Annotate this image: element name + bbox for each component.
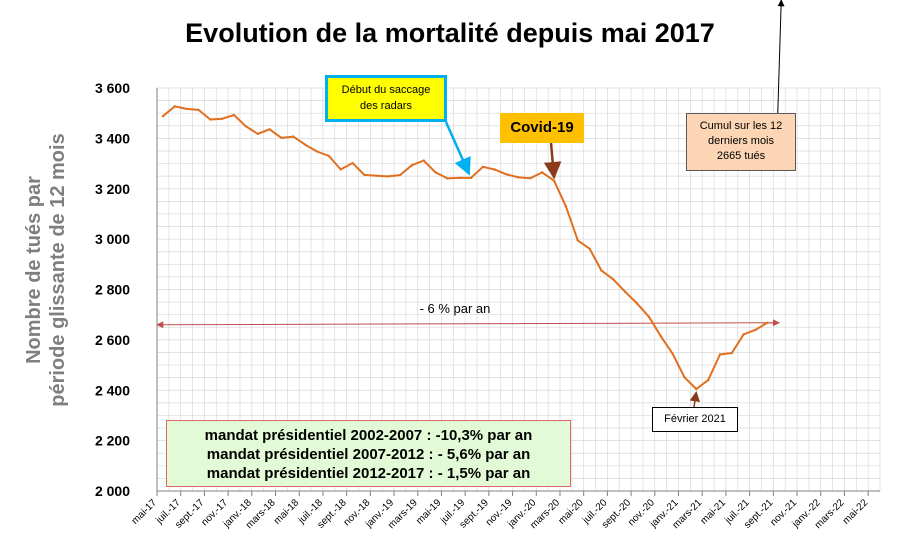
data-point	[244, 125, 248, 128]
x-tick-label: mai-20	[556, 497, 586, 527]
x-tick-label: mai-17	[130, 497, 160, 527]
data-point	[197, 108, 200, 112]
data-point	[552, 179, 556, 182]
data-point	[446, 177, 449, 180]
data-point	[173, 105, 176, 108]
data-point	[671, 352, 674, 355]
data-point	[327, 154, 331, 158]
data-point	[339, 168, 342, 171]
data-point	[469, 176, 473, 180]
y-tick-label: 2 800	[95, 282, 130, 298]
data-point	[434, 171, 437, 174]
data-point	[422, 159, 425, 162]
chart-title: Evolution de la mortalité depuis mai 201…	[185, 18, 715, 48]
data-point	[588, 247, 591, 250]
data-point	[363, 173, 366, 177]
arrow-covid	[543, 142, 562, 180]
annotation-covid: Covid-19	[500, 113, 584, 143]
y-tick-label: 2 200	[95, 433, 130, 449]
annotation-cumul-line1: Cumul sur les 12	[699, 120, 783, 132]
data-point	[706, 378, 710, 382]
data-point	[517, 176, 520, 179]
data-point	[386, 175, 390, 178]
annotation-radars-line1: Début du saccage	[341, 84, 431, 96]
data-point	[754, 328, 757, 331]
trend-line	[156, 319, 780, 329]
series-line-path	[162, 105, 768, 390]
data-point	[280, 136, 283, 140]
y-tick-label: 3 600	[95, 80, 130, 96]
annotation-radars: Début du saccage des radars	[325, 75, 447, 122]
data-point	[742, 333, 745, 336]
data-point	[410, 164, 414, 167]
trend-label: - 6 % par an	[419, 301, 491, 316]
data-point	[635, 302, 639, 305]
arrow-fevrier	[689, 390, 701, 408]
data-point	[256, 132, 259, 136]
series-line	[156, 105, 780, 391]
data-point	[718, 353, 722, 356]
data-point	[564, 205, 568, 208]
data-point	[730, 351, 734, 355]
y-tick-label: 3 200	[95, 181, 130, 197]
data-point	[541, 171, 544, 174]
data-point	[576, 239, 579, 242]
annotation-fevrier: Février 2021	[652, 407, 738, 432]
y-tick-label: 2 400	[95, 382, 130, 398]
annotation-cumul-line2: derniers mois	[707, 135, 775, 147]
data-point	[493, 168, 496, 171]
data-point	[683, 375, 686, 379]
data-point	[695, 387, 698, 391]
data-point	[529, 176, 532, 180]
data-point	[659, 334, 662, 338]
x-tick-label: mai-19	[414, 497, 444, 527]
data-point	[766, 321, 769, 324]
mandat-line-2002: mandat présidentiel 2002-2007 : -10,3% p…	[204, 427, 533, 444]
annotation-radars-line2: des radars	[360, 100, 412, 112]
data-point	[185, 107, 188, 111]
data-point	[303, 143, 307, 146]
mandats-legend: mandat présidentiel 2002-2007 : -10,3% p…	[166, 420, 571, 487]
data-point	[209, 118, 212, 121]
data-point	[647, 315, 651, 318]
data-point	[623, 290, 627, 293]
annotation-arrows	[444, 0, 785, 408]
data-point	[481, 165, 485, 169]
arrow-radars	[444, 121, 471, 176]
mandat-line-2012: mandat présidentiel 2012-2017 : - 1,5% p…	[206, 465, 531, 482]
y-tick-label: 2 600	[95, 332, 130, 348]
annotation-cumul: Cumul sur les 12 derniers mois 2665 tués	[686, 113, 796, 171]
data-point	[375, 174, 378, 177]
annotation-cumul-line3: 2665 tués	[716, 150, 766, 162]
data-point	[232, 113, 236, 117]
data-point	[315, 150, 319, 153]
data-point	[351, 161, 354, 165]
data-point	[600, 269, 603, 272]
data-point	[292, 135, 295, 138]
data-point	[161, 115, 165, 118]
y-tick-label: 3 400	[95, 130, 130, 146]
data-point	[268, 128, 271, 131]
x-tick-label: mai-21	[699, 497, 729, 527]
y-tick-label: 3 000	[95, 231, 130, 247]
data-point	[612, 278, 615, 281]
x-tick-label: mai-22	[841, 497, 871, 527]
data-point	[220, 117, 224, 120]
data-point	[505, 173, 508, 176]
mandat-line-2007: mandat présidentiel 2007-2012 : - 5,6% p…	[206, 446, 531, 463]
y-tick-label: 2 000	[95, 483, 130, 499]
data-point	[458, 176, 461, 180]
data-point	[398, 173, 402, 177]
x-tick-label: mai-18	[272, 497, 302, 527]
